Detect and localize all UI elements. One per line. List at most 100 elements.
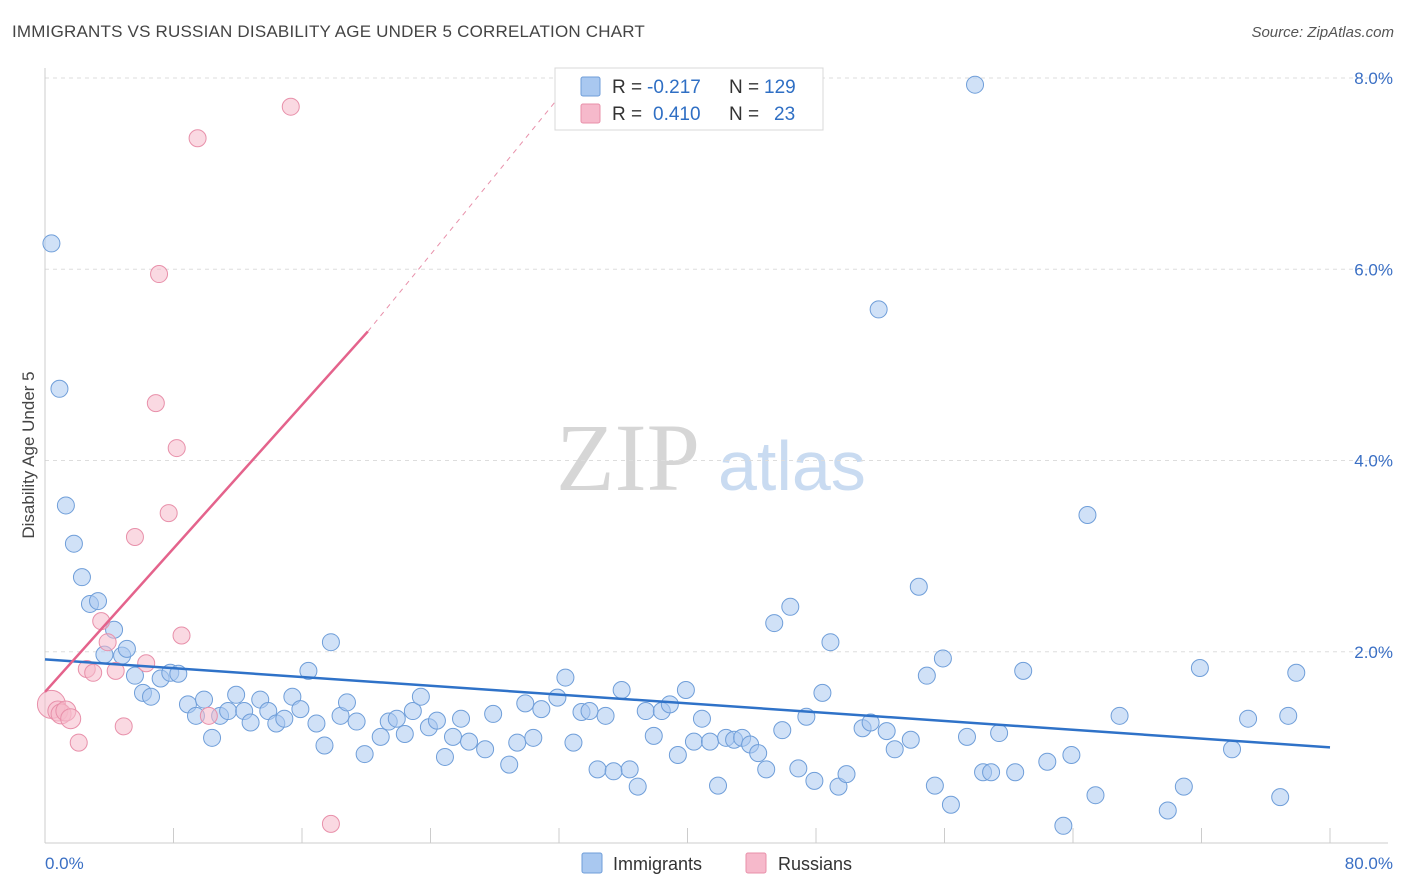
data-point-immigrants bbox=[909, 577, 928, 596]
trend-lines bbox=[44, 96, 1331, 749]
data-point-immigrants bbox=[241, 713, 260, 732]
legend-swatch-immigrants bbox=[581, 852, 603, 874]
data-point-immigrants bbox=[72, 568, 91, 587]
data-point-immigrants bbox=[395, 724, 414, 743]
stats-r-value-russians: 0.410 bbox=[653, 104, 701, 125]
data-point-immigrants bbox=[668, 746, 687, 765]
stats-n-label-immigrants: N = bbox=[729, 77, 759, 98]
data-point-immigrants bbox=[773, 721, 792, 740]
data-point-immigrants bbox=[125, 666, 144, 685]
data-point-immigrants bbox=[660, 695, 679, 714]
y-tick-label: 2.0% bbox=[1354, 643, 1393, 662]
data-point-russians bbox=[114, 717, 133, 736]
immigrants-points bbox=[42, 75, 1306, 835]
data-point-immigrants bbox=[275, 709, 294, 728]
data-point-immigrants bbox=[604, 762, 623, 781]
data-point-immigrants bbox=[516, 694, 535, 713]
stats-r-label-russians: R = bbox=[612, 104, 642, 125]
data-point-immigrants bbox=[813, 683, 832, 702]
stats-swatch-russians bbox=[580, 103, 601, 124]
data-point-immigrants bbox=[337, 693, 356, 712]
data-point-russians bbox=[188, 129, 207, 148]
stats-r-value-immigrants: -0.217 bbox=[647, 77, 701, 98]
data-point-immigrants bbox=[1086, 786, 1105, 805]
data-point-russians bbox=[167, 439, 186, 458]
data-point-immigrants bbox=[1014, 661, 1033, 680]
data-point-immigrants bbox=[700, 732, 719, 751]
data-point-immigrants bbox=[1158, 801, 1177, 820]
data-point-immigrants bbox=[1054, 816, 1073, 835]
data-point-immigrants bbox=[636, 702, 655, 721]
data-point-immigrants bbox=[443, 727, 462, 746]
stats-n-value-immigrants: 129 bbox=[764, 77, 796, 98]
data-point-immigrants bbox=[917, 666, 936, 685]
data-point-immigrants bbox=[612, 681, 631, 699]
data-point-immigrants bbox=[789, 759, 808, 778]
data-point-immigrants bbox=[1190, 659, 1209, 678]
data-point-immigrants bbox=[556, 668, 575, 687]
data-point-immigrants bbox=[1110, 706, 1129, 725]
data-point-immigrants bbox=[925, 776, 944, 795]
data-point-immigrants bbox=[1271, 788, 1290, 807]
x-tick-label-min: 0.0% bbox=[45, 854, 84, 873]
data-point-immigrants bbox=[757, 760, 776, 779]
data-point-immigrants bbox=[990, 724, 1009, 743]
data-point-immigrants bbox=[347, 712, 366, 731]
data-point-immigrants bbox=[532, 700, 551, 719]
source-credit: Source: ZipAtlas.com bbox=[1251, 24, 1394, 41]
data-point-immigrants bbox=[588, 760, 607, 779]
stats-r-label-immigrants: R = bbox=[612, 77, 642, 98]
data-point-immigrants bbox=[692, 709, 711, 728]
data-point-russians bbox=[321, 814, 340, 833]
data-point-immigrants bbox=[982, 763, 1001, 782]
stats-swatch-immigrants bbox=[580, 76, 601, 97]
data-point-immigrants bbox=[941, 795, 960, 814]
data-point-immigrants bbox=[142, 687, 161, 706]
data-point-immigrants bbox=[476, 740, 495, 759]
y-axis-label: Disability Age Under 5 bbox=[19, 371, 38, 538]
y-tick-label: 6.0% bbox=[1354, 260, 1393, 279]
data-point-immigrants bbox=[460, 732, 479, 751]
data-point-russians bbox=[69, 733, 88, 752]
data-point-immigrants bbox=[805, 771, 824, 790]
data-point-immigrants bbox=[564, 733, 583, 752]
data-point-immigrants bbox=[117, 639, 136, 658]
data-point-immigrants bbox=[901, 730, 920, 749]
data-point-immigrants bbox=[966, 75, 985, 94]
data-point-immigrants bbox=[50, 379, 69, 398]
data-point-immigrants bbox=[452, 709, 471, 728]
stats-legend: R = -0.217 N = 129 R = 0.410 N = 23 bbox=[554, 67, 824, 131]
stats-n-label-russians: N = bbox=[729, 104, 759, 125]
data-point-immigrants bbox=[885, 740, 904, 759]
y-tick-label: 8.0% bbox=[1354, 69, 1393, 88]
y-tick-labels: 2.0% 4.0% 6.0% 8.0% bbox=[1354, 69, 1393, 662]
data-point-immigrants bbox=[1006, 763, 1025, 782]
data-point-russians bbox=[172, 626, 191, 645]
data-point-immigrants bbox=[877, 722, 896, 741]
data-point-immigrants bbox=[596, 706, 615, 725]
data-point-immigrants bbox=[749, 744, 768, 763]
data-point-immigrants bbox=[219, 702, 238, 721]
data-point-immigrants bbox=[89, 592, 108, 611]
data-point-immigrants bbox=[1279, 706, 1298, 725]
data-point-russians bbox=[84, 663, 103, 682]
data-point-immigrants bbox=[765, 614, 784, 633]
data-point-immigrants bbox=[1078, 506, 1097, 525]
data-point-immigrants bbox=[837, 765, 856, 784]
data-point-immigrants bbox=[1223, 740, 1242, 759]
data-point-immigrants bbox=[933, 649, 952, 668]
chart-title: IMMIGRANTS VS RUSSIAN DISABILITY AGE UND… bbox=[12, 22, 646, 41]
data-point-immigrants bbox=[1062, 746, 1081, 765]
data-point-russians bbox=[281, 97, 300, 116]
data-point-russians bbox=[159, 504, 178, 523]
data-point-russians bbox=[199, 706, 218, 725]
data-point-russians bbox=[137, 654, 156, 673]
data-point-immigrants bbox=[56, 496, 75, 515]
data-point-russians bbox=[60, 708, 82, 730]
data-point-immigrants bbox=[484, 704, 503, 723]
legend-swatch-russians bbox=[745, 852, 767, 874]
data-point-immigrants bbox=[628, 777, 647, 796]
trend-line-immigrants bbox=[44, 658, 1331, 749]
data-point-immigrants bbox=[321, 633, 340, 652]
